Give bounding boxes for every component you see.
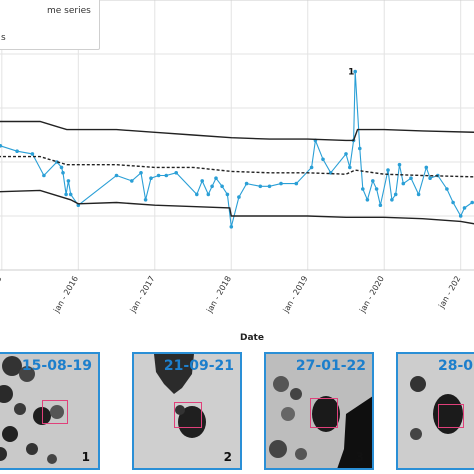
data-point-59	[458, 214, 463, 218]
data-point-21	[206, 192, 211, 197]
data-point-51	[401, 181, 406, 186]
thumbnail-number-3: 3	[355, 450, 364, 464]
region-box-1	[42, 400, 68, 424]
x-tick-label-3: jan - 2018	[204, 275, 233, 315]
data-point-47	[386, 168, 390, 172]
data-point-32	[294, 181, 299, 186]
region-box-3	[310, 398, 338, 428]
x-tick-labels: 2015 jan - 2016 jan - 2017 jan - 2018 jan - …	[0, 275, 462, 315]
thumbnail-date-3: 27-01-22	[295, 358, 366, 374]
data-point-14	[143, 198, 148, 202]
data-point-60	[462, 206, 467, 210]
data-point-37	[344, 152, 348, 156]
data-point-28	[244, 181, 249, 186]
thumbnail-date-1: 15-08-19	[21, 358, 92, 374]
data-point-2	[30, 152, 35, 156]
data-point-16	[156, 173, 161, 178]
series-line-1	[0, 155, 474, 178]
legend-item-second: s	[1, 33, 6, 43]
data-point-11	[114, 173, 119, 178]
plot-area-frame	[0, 0, 474, 271]
data-point-52	[409, 176, 413, 180]
data-point-1	[15, 149, 19, 153]
x-tick-label-6: jan - 202	[436, 275, 462, 311]
data-point-13	[139, 171, 143, 175]
x-axis-label: Date	[240, 333, 264, 343]
data-point-45	[374, 187, 379, 191]
data-point-5	[59, 165, 64, 170]
thumbnail-image-1	[0, 354, 98, 468]
series-line-3	[0, 189, 474, 225]
time-series-chart: 2015 jan - 2016 jan - 2017 jan - 2018 jan - …	[0, 0, 474, 343]
data-point-6	[61, 171, 65, 175]
data-point-9	[68, 192, 73, 197]
data-point-12	[130, 179, 134, 183]
x-tick-label-1: jan - 2016	[51, 275, 80, 315]
annotation-label-0: 1	[348, 68, 354, 78]
satellite-thumbnail-4: 28-0	[396, 352, 474, 470]
data-point-35	[321, 157, 325, 162]
data-point-8	[66, 179, 71, 183]
data-point-54	[424, 165, 429, 170]
thumbnail-date-4: 28-0	[438, 358, 474, 374]
data-point-20	[200, 179, 204, 183]
legend-item-time-series: me series	[47, 6, 91, 16]
data-point-43	[365, 198, 370, 202]
data-point-41	[358, 146, 362, 151]
data-point-31	[279, 181, 283, 186]
x-tick-label-0: 2015	[0, 275, 4, 297]
data-point-27	[237, 195, 241, 199]
data-point-22	[210, 184, 214, 189]
data-point-53	[416, 192, 421, 197]
data-point-61	[470, 200, 474, 205]
data-point-42	[361, 187, 365, 191]
data-point-30	[267, 184, 272, 189]
data-point-15	[149, 176, 153, 180]
data-point-50	[397, 162, 402, 167]
data-point-7	[64, 192, 68, 197]
data-point-29	[258, 184, 263, 189]
data-point-57	[445, 187, 449, 191]
data-point-55	[428, 176, 432, 180]
series-line-0	[0, 71, 473, 227]
data-point-46	[378, 203, 383, 207]
data-point-0	[0, 144, 3, 148]
data-point-40	[353, 69, 358, 74]
thumbnail-number-2: 2	[223, 450, 232, 464]
thumbnail-image-2	[134, 354, 240, 468]
thumbnail-date-2: 21-09-21	[163, 358, 234, 374]
region-box-4	[438, 404, 464, 428]
data-point-18	[174, 171, 178, 175]
data-point-19	[195, 192, 199, 197]
satellite-thumbnail-3: 27-01-22 3	[264, 352, 374, 470]
data-point-58	[451, 200, 455, 205]
x-tick-label-4: jan - 2019	[281, 275, 310, 315]
data-point-3	[42, 173, 46, 178]
annotations: 1	[348, 68, 354, 78]
series-layer	[0, 69, 474, 229]
data-point-24	[220, 184, 224, 189]
data-point-17	[164, 173, 169, 178]
satellite-thumbnail-2: 21-09-21 2	[132, 352, 242, 470]
data-point-26	[229, 225, 234, 229]
x-tick-label-2: jan - 2017	[128, 275, 157, 315]
data-point-44	[371, 179, 375, 183]
legend: me series s	[0, 0, 100, 50]
thumbnail-image-3	[266, 354, 372, 468]
series-line-2	[0, 120, 474, 142]
data-point-33	[309, 165, 314, 170]
data-point-25	[225, 192, 230, 197]
data-point-38	[348, 165, 352, 170]
region-box-2	[174, 402, 202, 428]
thumbnail-image-4	[398, 354, 474, 468]
x-tick-label-5: jan - 2020	[357, 275, 386, 315]
data-point-23	[214, 176, 218, 180]
data-point-4	[55, 160, 59, 164]
data-point-48	[390, 198, 394, 202]
thumbnail-number-1: 1	[81, 450, 90, 464]
satellite-thumbnail-1: 15-08-19 1	[0, 352, 100, 470]
data-point-49	[393, 192, 398, 197]
